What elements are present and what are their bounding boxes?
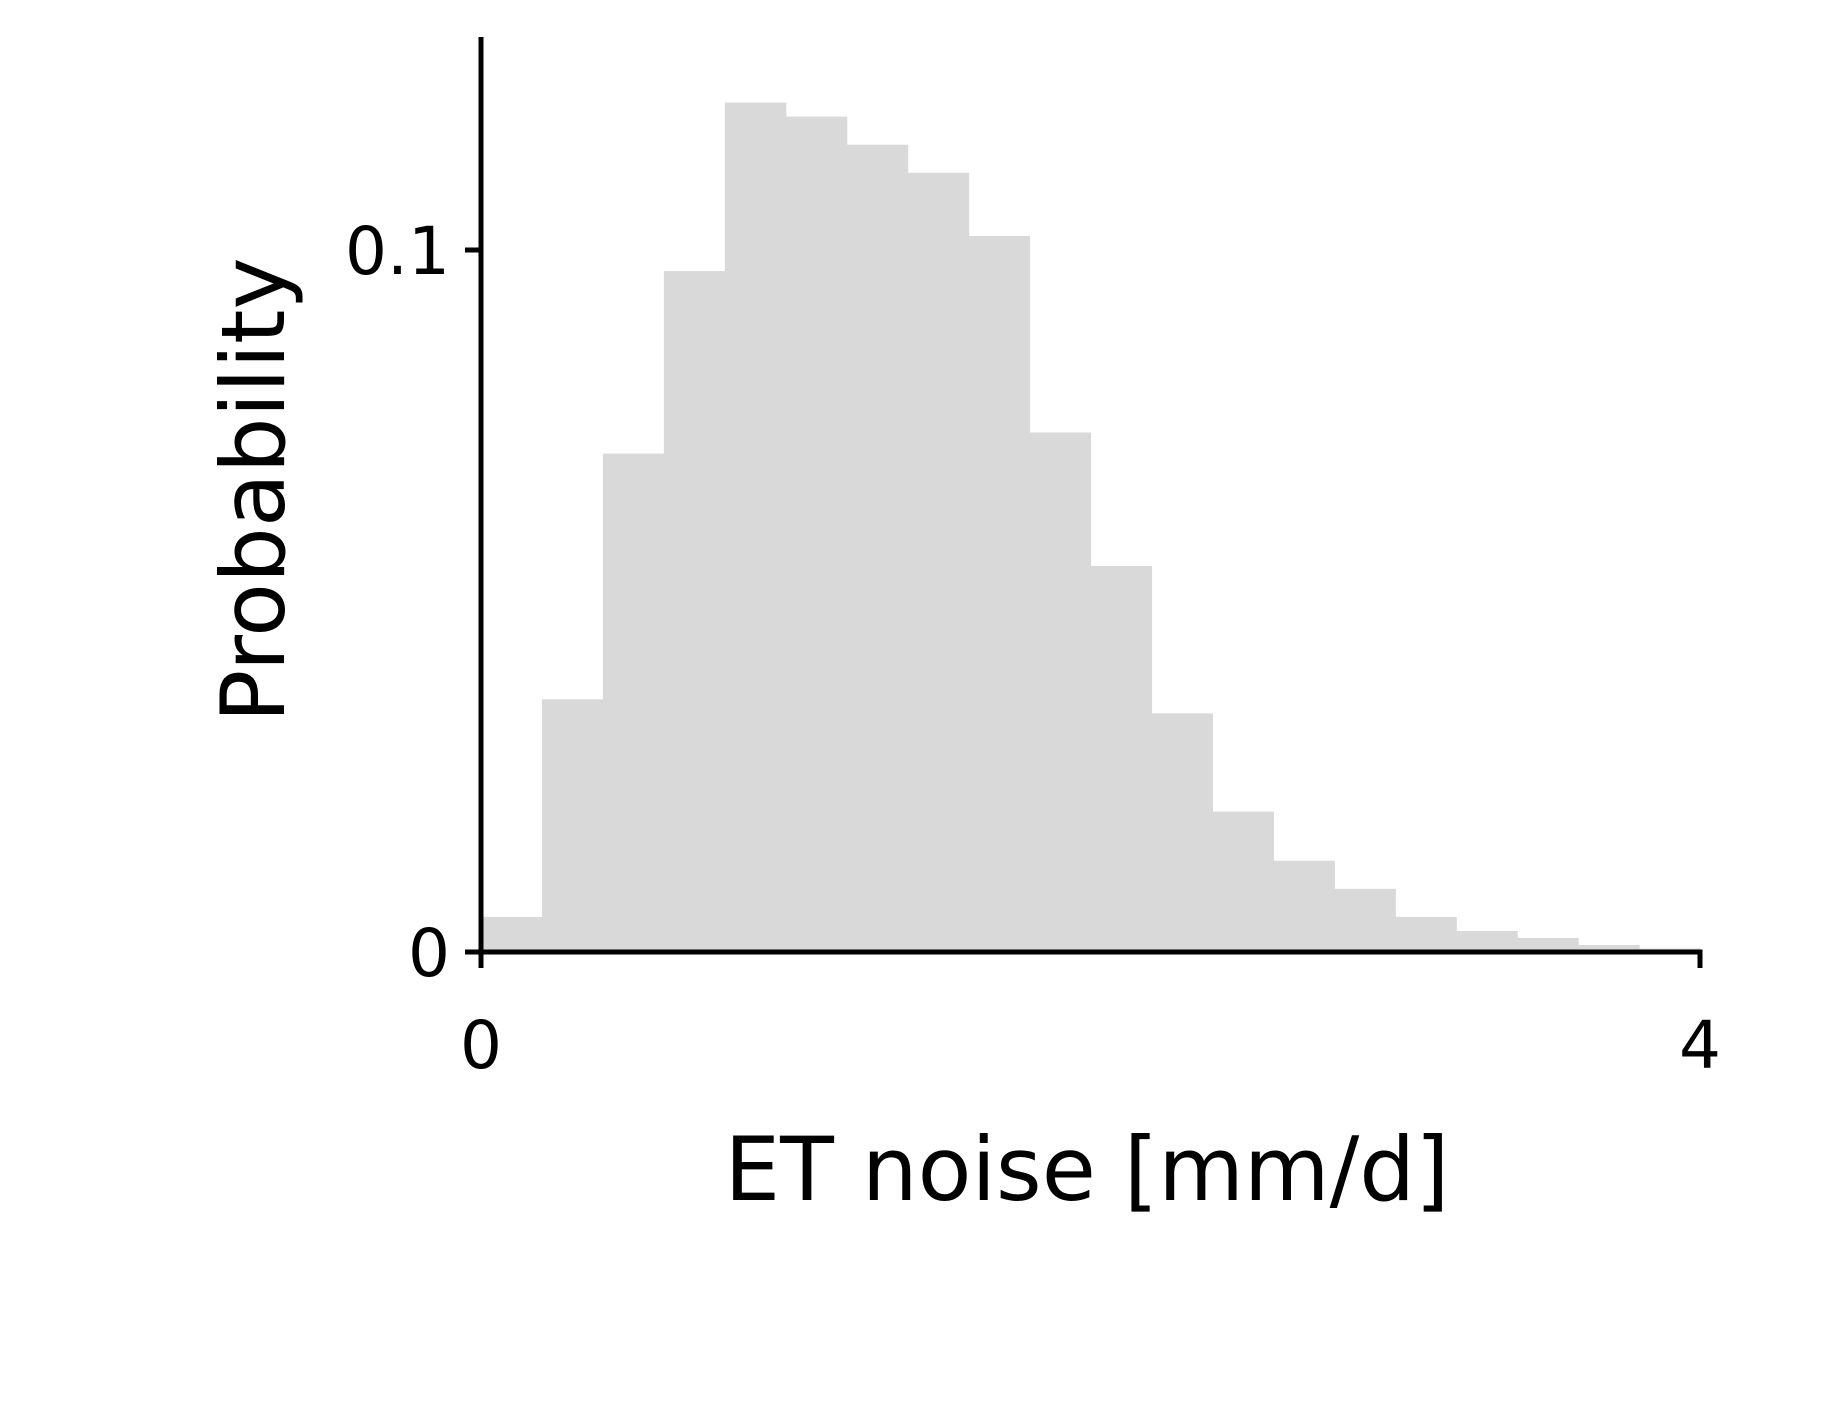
histogram-bar [968,235,1031,952]
histogram-bar [1517,937,1579,952]
histogram-bar [1151,713,1213,952]
histogram-bar [663,271,726,952]
histogram-bar [481,916,543,952]
x-axis-label: ET noise [mm/d] [725,1118,1450,1221]
bars-layer [481,102,1701,953]
y-tick-label: 0.1 [345,213,450,290]
histogram-bar [724,102,787,952]
histogram-bar [1212,811,1274,952]
histogram-bar [541,699,604,952]
histogram-bar [1090,565,1153,952]
histogram-bar [1578,944,1640,952]
axes-layer: 0 4 0 0.1 [345,37,1721,1084]
histogram-bar [1029,432,1092,952]
histogram-bar [785,116,848,953]
labels-layer: ET noise [mm/d] Probability [202,257,1449,1221]
histogram-bar [1334,888,1396,952]
histogram-bar [602,453,665,952]
histogram-bar [1273,860,1335,952]
x-tick-label: 4 [1679,1007,1721,1084]
histogram-bar [846,144,909,952]
y-axis-label: Probability [202,257,305,722]
x-tick-label: 0 [460,1007,502,1084]
y-tick-label: 0 [408,915,450,992]
histogram-bar [1395,916,1457,952]
histogram-bar [907,172,970,952]
histogram-bar [1456,930,1518,952]
